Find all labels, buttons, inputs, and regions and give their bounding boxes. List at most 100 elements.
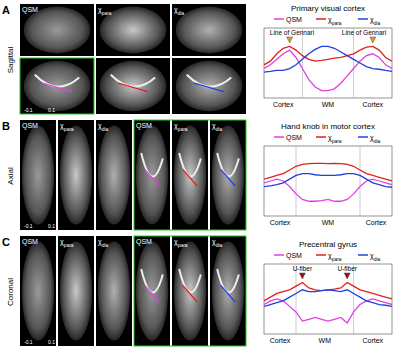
lines [264,163,392,201]
chart-title: Precentral gyrus [299,240,357,249]
subscript: dia [216,243,223,248]
legend: QSMχparaχdia [274,16,380,26]
colorbar-label: -0.1 [24,339,33,345]
gyrus [217,269,239,292]
brain [24,7,91,54]
image-bg [96,236,132,346]
subscript: dia [216,127,223,132]
region-label: Cortex [270,219,291,226]
image-bg [210,236,246,346]
colorbar-label: -0.1 [24,223,33,229]
brain [22,126,54,225]
legend-label: QSM [286,252,302,260]
subscript: dia [102,127,109,132]
mri-image: χdia [210,120,246,230]
brain [212,126,244,225]
boundary [296,264,297,334]
series-line [264,174,392,188]
subscript: para [332,21,342,26]
legend: QSMχparaχdia [274,134,380,144]
subscript: dia [178,11,185,16]
image-bg [58,120,94,230]
legend-swatch [358,18,368,20]
series-line [264,46,392,72]
image-panel: ASagittalQSMχparaχdia-0.10.1 [2,4,246,114]
subscript: para [64,127,74,132]
brain [60,242,92,341]
image-bg [172,236,208,346]
brain [100,61,167,111]
gyrus [141,269,163,292]
mri-image: QSM [20,120,56,230]
legend-swatch [274,18,284,20]
brain [176,7,243,54]
mri-image: χpara [172,236,208,346]
view-label: Axial [6,167,15,185]
chart-title: Hand knob in motor cortex [281,122,375,131]
brain [174,242,206,341]
mri-image: χdia [96,120,132,230]
legend: QSMχparaχdia [274,252,380,262]
image-bg [172,120,208,230]
legend-swatch [358,136,368,138]
legend-label: QSM [286,134,302,142]
brain [136,126,168,225]
subscript: para [102,11,112,16]
brain [60,126,92,225]
mri-image: χpara [58,120,94,230]
colorbar-label: -0.1 [24,107,33,113]
mri-image [172,58,246,114]
profile-line [194,83,224,91]
mri-image: QSM [134,120,170,230]
mri-image: χdia [96,236,132,346]
image-bg [134,120,170,230]
lines [264,282,392,323]
image-bg [96,120,132,230]
mri-image: QSM [20,236,56,346]
brain [176,61,243,111]
image-bg [20,58,94,114]
brain [98,242,130,341]
region-label: Cortex [270,337,291,344]
legend-label: χpara [328,16,342,26]
image-bg [20,4,94,56]
boundary [302,28,303,98]
region-label: Cortex [273,101,294,108]
subscript: para [332,257,342,262]
annotation-marker [299,273,305,279]
legend-label: χdia [370,252,380,262]
region-label: Cortex [362,337,383,344]
profile-line [221,170,235,187]
panel-label: B [2,120,10,132]
region-label: Cortex [366,219,387,226]
brain [100,7,167,54]
gyrus [141,153,163,176]
view-label: Sagittal [6,46,15,73]
boundary [353,264,354,334]
brain [22,242,54,341]
image-bg [172,4,246,56]
annotation-marker [287,37,293,43]
gyrus [187,75,231,87]
gyrus [35,75,79,87]
gyrus [179,269,201,292]
brain [174,126,206,225]
plot-frame [264,264,392,334]
image-bg [210,120,246,230]
subscript: para [178,127,188,132]
subscript: para [64,243,74,248]
profile-line [183,286,197,303]
legend-swatch [316,18,326,20]
image-title: χdia [98,122,108,132]
region-label: WM [319,337,332,344]
mri-image [96,58,170,114]
subscript: para [178,243,188,248]
image-title: χdia [174,6,184,16]
image-title: χpara [174,238,188,248]
region-label: WM [322,101,335,108]
image-title: χpara [98,6,112,16]
image-title: χdia [212,122,222,132]
annotation-marker [370,37,376,43]
image-bg [172,58,246,114]
mri-image: QSM [20,4,94,56]
